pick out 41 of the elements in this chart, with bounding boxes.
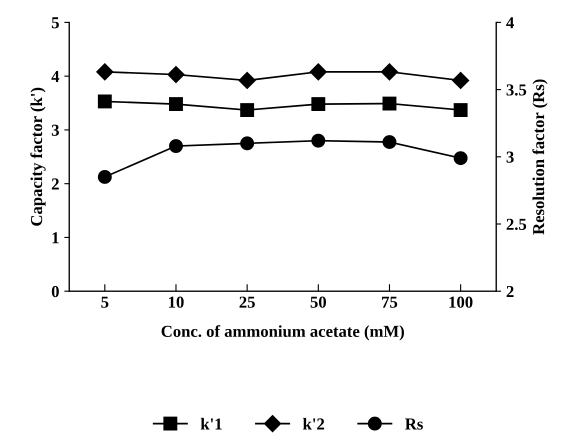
point xyxy=(454,151,468,166)
point xyxy=(169,97,183,112)
y-tick-label: 3 xyxy=(52,124,59,136)
y-tick-label: 4 xyxy=(51,70,60,82)
x-tick-label: 10 xyxy=(168,296,184,308)
point xyxy=(311,134,326,148)
y2-tick-label: 3 xyxy=(506,152,514,163)
y-axis-title: Capacity factor (k') xyxy=(30,88,46,226)
x-tick-label: 100 xyxy=(449,296,473,308)
x-tick-label: 50 xyxy=(310,296,326,308)
legend-label: Rs xyxy=(405,418,423,430)
point xyxy=(382,135,396,149)
point xyxy=(240,136,254,150)
y-tick-label: 0 xyxy=(52,286,59,298)
y2-tick-label: 4 xyxy=(506,17,514,28)
y2-axis-title: Resolution factor (Rs) xyxy=(532,79,548,235)
point xyxy=(310,63,327,80)
x-tick-label: 25 xyxy=(240,296,255,308)
point xyxy=(380,63,398,80)
y2-tick-label: 2 xyxy=(506,286,514,297)
x-tick-label: 75 xyxy=(382,296,398,308)
point xyxy=(454,103,468,117)
point xyxy=(240,103,254,117)
point xyxy=(98,170,112,184)
point xyxy=(311,97,326,112)
point xyxy=(167,66,185,84)
y2-tick-label: 3.5 xyxy=(506,84,526,96)
y-tick-label: 1 xyxy=(52,232,59,244)
x-axis-title: Conc. of ammonium acetate (mM) xyxy=(162,325,404,340)
x-tick-label: 5 xyxy=(101,296,108,308)
point xyxy=(98,94,112,108)
legend-label: k'1 xyxy=(200,418,222,430)
point xyxy=(238,72,256,90)
point xyxy=(382,96,396,111)
point xyxy=(452,72,470,90)
point xyxy=(96,63,114,80)
legend-label: k'2 xyxy=(302,418,324,430)
y-tick-label: 2 xyxy=(52,178,59,190)
y2-tick-label: 2.5 xyxy=(506,218,526,230)
point xyxy=(169,139,183,153)
y-tick-label: 5 xyxy=(52,17,59,28)
